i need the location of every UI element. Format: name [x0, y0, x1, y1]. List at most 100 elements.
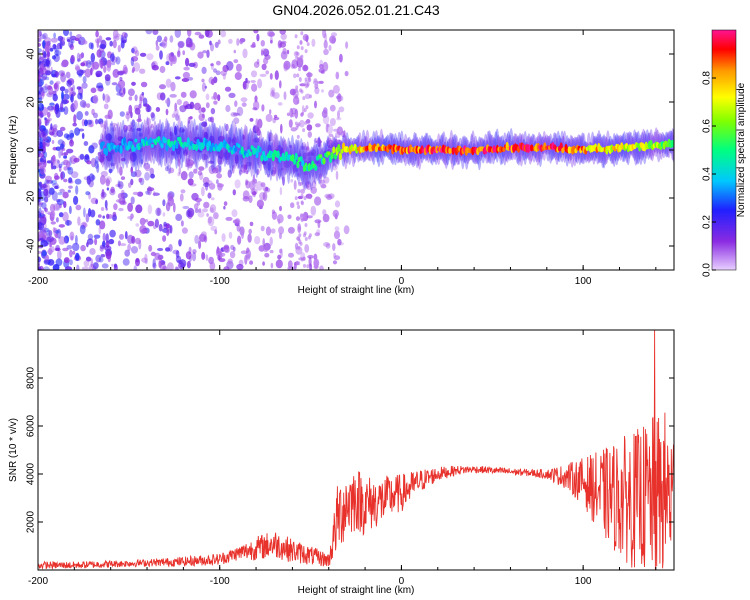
- heatmap-noise-blob: [262, 160, 268, 164]
- heatmap-noise-blob: [260, 225, 265, 232]
- heatmap-noise-blob: [156, 35, 162, 43]
- heatmap-noise-blob: [172, 249, 179, 255]
- heatmap-noise-blob: [337, 110, 340, 119]
- heatmap-noise-blob: [40, 110, 43, 117]
- heatmap-noise-blob: [234, 154, 239, 165]
- heatmap-noise-blob: [322, 209, 327, 216]
- x-tick-label: 0: [399, 276, 405, 287]
- heatmap-noise-blob: [208, 165, 216, 175]
- heatmap-noise-blob: [249, 260, 254, 265]
- heatmap-noise-blob: [326, 123, 330, 128]
- heatmap-noise-blob: [181, 227, 188, 234]
- heatmap-noise-blob: [238, 169, 243, 175]
- heatmap-noise-blob: [79, 69, 86, 74]
- heatmap-noise-blob: [69, 205, 72, 215]
- heatmap-noise-blob: [130, 196, 135, 205]
- heatmap-ridge-core: [294, 152, 298, 161]
- heatmap-noise-blob: [151, 64, 159, 71]
- heatmap-noise-blob: [38, 115, 42, 123]
- heatmap-noise-blob: [181, 128, 185, 133]
- heatmap-noise-blob: [139, 52, 147, 57]
- heatmap-ridge-core: [134, 138, 138, 143]
- heatmap-ridge-halo: [234, 127, 239, 167]
- heatmap-ridge-core: [248, 151, 252, 157]
- heatmap-noise-blob: [306, 264, 310, 269]
- heatmap-ridge-core: [319, 154, 323, 159]
- heatmap-noise-blob: [314, 100, 317, 109]
- heatmap-noise-blob: [194, 208, 199, 214]
- heatmap-noise-blob: [140, 81, 148, 88]
- heatmap-noise-blob: [263, 245, 269, 253]
- heatmap-noise-blob: [42, 53, 47, 59]
- heatmap-noise-blob: [38, 198, 41, 203]
- heatmap-ridge-halo: [519, 134, 524, 167]
- heatmap-noise-blob: [326, 194, 333, 201]
- heatmap-noise-blob: [313, 258, 320, 268]
- heatmap-noise-blob: [85, 213, 90, 223]
- heatmap-noise-blob: [237, 235, 242, 245]
- heatmap-noise-blob: [307, 235, 311, 240]
- heatmap-ridge-core: [132, 146, 136, 152]
- heatmap-noise-blob: [157, 207, 161, 216]
- heatmap-noise-blob: [38, 42, 42, 47]
- heatmap-noise-blob: [337, 238, 342, 246]
- heatmap-noise-blob: [248, 228, 252, 235]
- heatmap-noise-blob: [220, 70, 228, 76]
- heatmap-ridge-halo: [634, 132, 640, 165]
- heatmap-noise-blob: [120, 243, 127, 247]
- heatmap-noise-blob: [296, 45, 300, 50]
- spectrogram-heatmap: [38, 30, 674, 270]
- heatmap-noise-blob: [309, 94, 312, 99]
- heatmap-noise-blob: [303, 64, 308, 70]
- heatmap-noise-blob: [119, 111, 125, 117]
- heatmap-noise-blob: [52, 154, 56, 162]
- y-tick-label: 6000: [26, 414, 37, 437]
- heatmap-noise-blob: [249, 180, 256, 191]
- heatmap-noise-blob: [44, 37, 52, 44]
- heatmap-noise-blob: [223, 205, 226, 210]
- heatmap-noise-blob: [162, 212, 166, 217]
- heatmap-noise-blob: [338, 95, 344, 102]
- heatmap-noise-blob: [43, 266, 50, 270]
- heatmap-noise-blob: [300, 145, 304, 150]
- heatmap-noise-blob: [139, 96, 143, 106]
- heatmap-noise-blob: [167, 164, 172, 175]
- heatmap-noise-blob: [79, 53, 83, 60]
- heatmap-noise-blob: [146, 105, 152, 113]
- heatmap-noise-blob: [84, 111, 89, 116]
- heatmap-noise-blob: [138, 177, 143, 183]
- heatmap-noise-blob: [293, 73, 297, 79]
- heatmap-noise-blob: [115, 56, 121, 65]
- heatmap-noise-blob: [47, 111, 51, 118]
- heatmap-noise-blob: [165, 78, 172, 88]
- heatmap-noise-blob: [218, 182, 221, 187]
- heatmap-noise-blob: [196, 201, 201, 206]
- heatmap-noise-blob: [149, 167, 155, 176]
- heatmap-noise-blob: [38, 266, 42, 270]
- heatmap-noise-blob: [150, 173, 155, 179]
- heatmap-noise-blob: [96, 163, 100, 173]
- heatmap-noise-blob: [223, 266, 230, 270]
- heatmap-noise-blob: [333, 252, 337, 258]
- colorbar-tick-label: 0.2: [702, 215, 713, 229]
- heatmap-noise-blob: [91, 108, 95, 116]
- heatmap-noise-blob: [117, 79, 126, 89]
- heatmap-noise-blob: [287, 214, 292, 220]
- heatmap-noise-blob: [56, 130, 64, 137]
- heatmap-noise-blob: [308, 156, 312, 161]
- heatmap-noise-blob: [46, 119, 51, 124]
- heatmap-ridge-core: [293, 158, 297, 165]
- heatmap-noise-blob: [308, 195, 312, 200]
- heatmap-ridge-halo: [411, 138, 416, 168]
- heatmap-noise-blob: [300, 188, 305, 194]
- y-tick-label: 40: [26, 48, 37, 60]
- heatmap-noise-blob: [85, 256, 92, 262]
- heatmap-noise-blob: [38, 162, 43, 166]
- x-tick-label: -200: [28, 276, 48, 287]
- heatmap-noise-blob: [38, 267, 42, 270]
- heatmap-ridge-core: [186, 137, 190, 146]
- heatmap-noise-blob: [206, 213, 209, 217]
- heatmap-noise-blob: [253, 30, 259, 34]
- heatmap-noise-blob: [135, 204, 143, 214]
